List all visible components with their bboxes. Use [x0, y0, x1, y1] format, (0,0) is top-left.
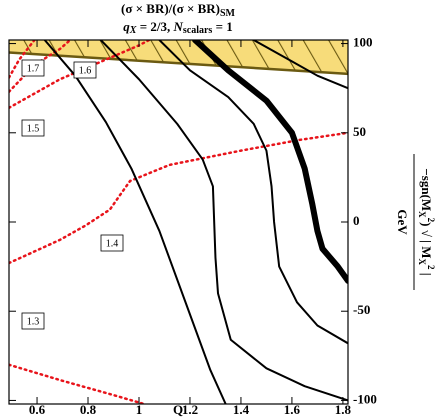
y-label-part: ) √ | M: [419, 222, 434, 258]
contour-line: [43, 40, 227, 404]
contour-level-line: [9, 131, 348, 265]
contour-level-line: [9, 40, 151, 110]
x-tick-label: 1: [136, 402, 143, 417]
contour-line: [252, 40, 348, 90]
x-tick-label: 1.2: [182, 402, 198, 417]
x-tick-label: 0.8: [80, 402, 97, 417]
y-label-part: X: [417, 259, 427, 266]
y-label-part: 2: [426, 265, 436, 270]
y-label-part: −sgn(M: [419, 168, 434, 211]
y-label-denominator: GeV: [395, 209, 410, 235]
contour-label: 1.4: [106, 238, 119, 249]
y-tick-label: -100: [353, 391, 377, 406]
chart-subtitle: qX = 2/3, Nscalars = 1: [123, 19, 232, 36]
contour-label: 1.3: [27, 316, 40, 327]
contour-label-box: [21, 119, 45, 137]
x-tick-label: 1.8: [335, 402, 352, 417]
y-tick-label: 100: [353, 35, 373, 50]
contour-label-box: [100, 234, 124, 252]
x-tick-label: 0.6: [29, 402, 46, 417]
contour-label-box: [21, 59, 45, 77]
contour-label: 1.6: [79, 65, 92, 76]
frame: [8, 39, 349, 405]
contour-level-line: [9, 40, 72, 93]
y-tick-label: 0: [353, 213, 360, 228]
contour-label: 1.5: [27, 123, 40, 134]
contour-line: [192, 40, 348, 284]
y-label-part: |: [419, 270, 434, 276]
y-tick-label: 50: [353, 124, 366, 139]
y-label-part: 2: [426, 218, 436, 223]
contour-level-line: [9, 363, 146, 404]
x-tick-label: 1.6: [284, 402, 301, 417]
contour-label: 1.7: [27, 63, 40, 74]
x-tick-label: 1.4: [233, 402, 250, 417]
y-label-part: X: [417, 211, 427, 218]
x-axis-label: Q: [173, 402, 183, 417]
band-edge: [9, 51, 348, 76]
y-label-numerator: −sgn(MX2) √ | MX2 |: [417, 168, 436, 275]
contour-label-box: [73, 61, 97, 79]
band-hatch: [9, 40, 348, 74]
plot-area: [9, 40, 348, 404]
contour-label-box: [21, 312, 45, 330]
y-tick-label: -50: [353, 302, 370, 317]
contour-line: [99, 40, 348, 402]
y-axis-label: −sgn(MX2) √ | MX2 | GeV: [395, 154, 436, 290]
chart-title: (σ × BR)/(σ × BR)SM: [121, 1, 236, 19]
contour-line: [158, 40, 348, 345]
contour-level-line: [9, 40, 36, 79]
